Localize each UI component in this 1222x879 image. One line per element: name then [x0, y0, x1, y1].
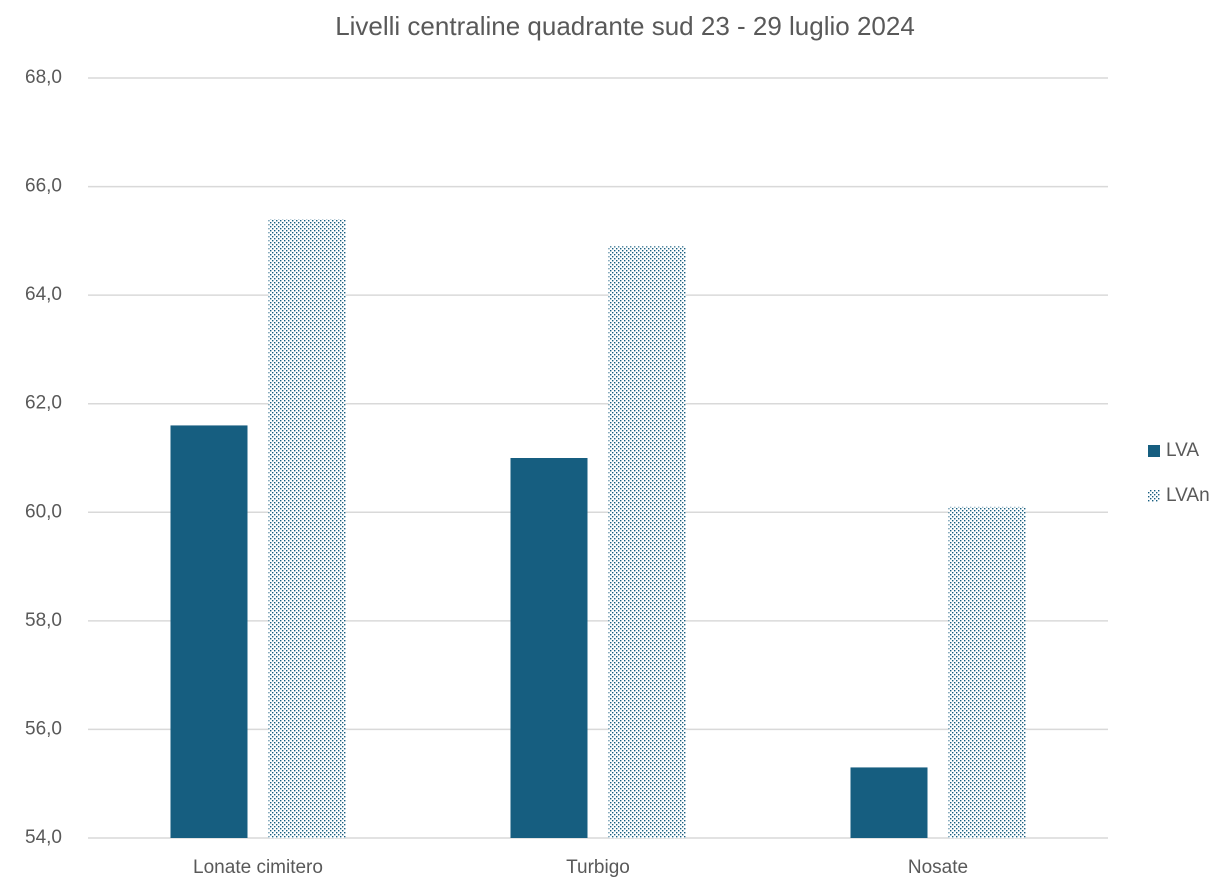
y-tick-label: 54,0	[25, 827, 62, 848]
legend-swatch	[1148, 490, 1160, 502]
bar	[608, 246, 686, 839]
bar	[850, 767, 928, 838]
y-tick-label: 68,0	[25, 67, 62, 88]
x-tick-label: Nosate	[908, 857, 968, 878]
bar	[170, 425, 248, 838]
bar	[268, 219, 346, 839]
y-tick-label: 56,0	[25, 718, 62, 739]
bar	[948, 506, 1026, 838]
y-tick-label: 66,0	[25, 176, 62, 197]
legend-label: LVA	[1166, 440, 1199, 461]
y-tick-label: 60,0	[25, 501, 62, 522]
legend-swatch	[1148, 445, 1160, 457]
y-tick-label: 58,0	[25, 610, 62, 631]
y-tick-label: 64,0	[25, 284, 62, 305]
chart-title: Livelli centraline quadrante sud 23 - 29…	[335, 11, 915, 41]
x-tick-label: Turbigo	[566, 857, 630, 878]
y-tick-label: 62,0	[25, 393, 62, 414]
bar	[510, 458, 588, 838]
x-tick-label: Lonate cimitero	[193, 857, 323, 878]
legend-label: LVAn	[1166, 485, 1210, 506]
